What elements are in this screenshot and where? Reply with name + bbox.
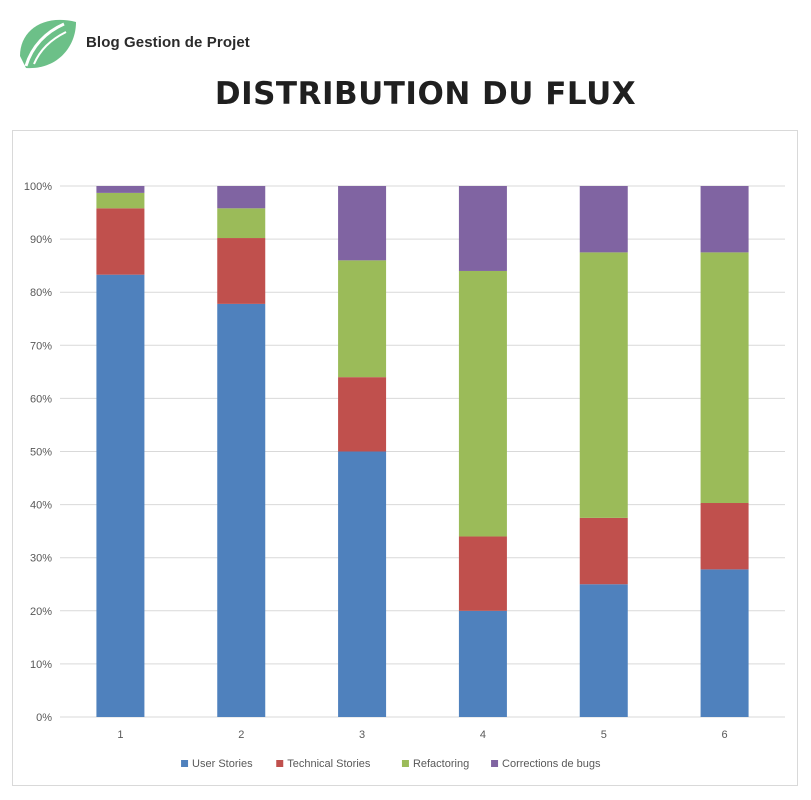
bar-segment bbox=[458, 270, 507, 537]
y-tick-label: 40% bbox=[30, 500, 52, 512]
y-tick-label: 90% bbox=[30, 234, 52, 246]
legend-label: Corrections de bugs bbox=[502, 758, 601, 770]
legend-label: User Stories bbox=[192, 758, 253, 770]
bar-segment bbox=[700, 569, 749, 717]
x-tick-label: 2 bbox=[238, 729, 244, 741]
bar-segment bbox=[338, 260, 387, 378]
bar-segment bbox=[458, 186, 507, 271]
y-tick-label: 70% bbox=[30, 340, 52, 352]
legend-swatch bbox=[181, 760, 189, 767]
bar-segment bbox=[579, 186, 628, 253]
y-tick-label: 100% bbox=[24, 181, 52, 193]
bar-segment bbox=[217, 238, 266, 304]
legend-swatch bbox=[401, 760, 409, 767]
bar-segment bbox=[700, 503, 749, 570]
x-tick-label: 5 bbox=[601, 729, 607, 741]
bar-segment bbox=[458, 536, 507, 611]
bar-segment bbox=[96, 186, 145, 193]
bar-segment bbox=[96, 208, 145, 275]
bar-segment bbox=[700, 186, 749, 253]
bar-segment bbox=[579, 517, 628, 585]
y-tick-label: 50% bbox=[30, 447, 52, 459]
x-tick-label: 3 bbox=[359, 729, 365, 741]
logo-text: Blog Gestion de Projet bbox=[86, 33, 250, 51]
y-tick-label: 10% bbox=[30, 659, 52, 671]
y-tick-label: 60% bbox=[30, 393, 52, 405]
bar-segment bbox=[217, 186, 266, 209]
bar-segment bbox=[96, 192, 145, 209]
logo: Blog Gestion de Projet bbox=[16, 12, 250, 72]
bar-segment bbox=[338, 186, 387, 261]
legend-label: Refactoring bbox=[413, 758, 469, 770]
bar-segment bbox=[700, 252, 749, 504]
bar-segment bbox=[217, 208, 266, 239]
bar-segment bbox=[338, 377, 387, 452]
bar-segment bbox=[96, 274, 145, 717]
y-tick-label: 30% bbox=[30, 553, 52, 565]
y-tick-label: 80% bbox=[30, 287, 52, 299]
bar-segment bbox=[579, 584, 628, 717]
bar-segment bbox=[458, 610, 507, 717]
bar-segment bbox=[217, 303, 266, 717]
leaf-logo-icon bbox=[20, 19, 76, 69]
bar-segment bbox=[579, 252, 628, 518]
legend-swatch bbox=[276, 760, 284, 767]
x-tick-label: 4 bbox=[480, 729, 486, 741]
y-tick-label: 20% bbox=[30, 606, 52, 618]
page-title: DISTRIBUTION DU FLUX bbox=[214, 76, 637, 112]
x-tick-label: 6 bbox=[722, 729, 728, 741]
y-tick-label: 0% bbox=[36, 712, 52, 724]
x-tick-label: 1 bbox=[117, 729, 123, 741]
legend-swatch bbox=[491, 760, 499, 767]
legend-label: Technical Stories bbox=[287, 758, 371, 770]
bar-segment bbox=[338, 451, 387, 717]
